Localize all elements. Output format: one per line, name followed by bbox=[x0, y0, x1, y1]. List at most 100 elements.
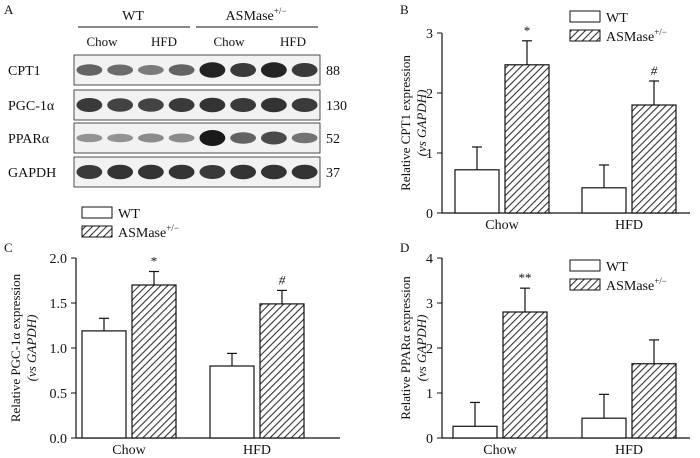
bar-asmase bbox=[131, 284, 177, 439]
panel-letter-b: B bbox=[400, 2, 409, 17]
legend-swatch bbox=[569, 29, 601, 42]
legend-swatch bbox=[569, 10, 601, 23]
y-tick-label: 2 bbox=[426, 342, 433, 357]
y-tick-label: 0.5 bbox=[50, 387, 68, 402]
bar-wt bbox=[452, 425, 498, 439]
blot-band bbox=[137, 98, 164, 112]
bar-wt bbox=[81, 330, 127, 439]
blot-group-asmase: ASMase+/− bbox=[226, 6, 287, 24]
blot-protein-label: PPARα bbox=[8, 132, 50, 147]
blot-band bbox=[107, 64, 134, 76]
legend-label: ASMase+/− bbox=[118, 223, 179, 241]
y-tick-label: 2 bbox=[426, 87, 433, 102]
blot-band bbox=[291, 164, 318, 180]
blot-band bbox=[107, 133, 134, 143]
blot-band bbox=[107, 164, 134, 180]
legend-swatch bbox=[569, 259, 601, 272]
y-tick-label: 0.0 bbox=[50, 432, 68, 447]
y-tick-label: 4 bbox=[426, 252, 433, 267]
y-tick-label: 0 bbox=[426, 207, 433, 222]
bar-wt bbox=[454, 169, 500, 214]
blot-band bbox=[260, 131, 287, 145]
x-category-label: HFD bbox=[243, 443, 271, 458]
panel-letter-c: C bbox=[4, 240, 13, 255]
blot-kda-label: 88 bbox=[326, 64, 340, 79]
legend-label: WT bbox=[118, 207, 140, 222]
bar-chart-c: 0.0 0.5 1.0 1.5 2.0 Relative PGC-1α expressio… bbox=[8, 206, 340, 458]
blot-diet-label: Chow bbox=[86, 34, 118, 49]
y-tick-label: 1.5 bbox=[50, 297, 68, 312]
blot-band bbox=[137, 65, 164, 75]
bar-wt bbox=[581, 417, 627, 439]
blot-group-wt: WT bbox=[122, 9, 144, 24]
bar-chart-d: 0 1 2 3 4 Relative PPARα expression(vs GAPDH)… bbox=[398, 252, 690, 458]
blot-band bbox=[199, 130, 226, 146]
significance-mark: * bbox=[524, 23, 531, 38]
blot-band bbox=[230, 132, 257, 144]
blot-band bbox=[291, 63, 318, 77]
blot-band bbox=[260, 164, 287, 180]
x-category-label: HFD bbox=[615, 443, 643, 458]
y-tick-label: 1 bbox=[426, 147, 433, 162]
western-blot-panel: WT ASMase+/− Chow HFD Chow HFD CPT1 88 PGC-1α… bbox=[8, 6, 347, 188]
blot-diet-label: Chow bbox=[213, 34, 245, 49]
blot-band bbox=[168, 133, 195, 143]
blot-band bbox=[76, 165, 103, 179]
blot-band bbox=[107, 98, 134, 112]
blot-band bbox=[137, 133, 164, 143]
legend-label: WT bbox=[606, 11, 628, 26]
x-category-label: Chow bbox=[112, 443, 146, 458]
bar-asmase bbox=[259, 303, 305, 439]
bar-asmase bbox=[504, 64, 550, 214]
legend-swatch bbox=[81, 225, 113, 238]
blot-band bbox=[291, 132, 318, 144]
y-tick-label: 3 bbox=[426, 27, 433, 42]
panel-letter-d: D bbox=[400, 240, 409, 255]
blot-band bbox=[230, 98, 257, 112]
blot-band bbox=[260, 62, 287, 78]
bar-asmase bbox=[631, 104, 677, 214]
bar-wt bbox=[581, 187, 627, 214]
blot-kda-label: 52 bbox=[326, 132, 340, 147]
blot-band bbox=[199, 62, 226, 78]
blot-diet-label: HFD bbox=[151, 34, 177, 49]
y-axis-label: Relative CPT1 expression(vs GAPDH) bbox=[398, 55, 429, 191]
x-category-label: Chow bbox=[483, 443, 517, 458]
blot-protein-label: CPT1 bbox=[8, 64, 41, 79]
blot-band bbox=[230, 63, 257, 77]
blot-diet-label: HFD bbox=[280, 34, 306, 49]
legend-swatch bbox=[569, 278, 601, 291]
y-tick-label: 2.0 bbox=[50, 252, 68, 267]
blot-band bbox=[199, 165, 226, 179]
legend-label: ASMase+/− bbox=[606, 276, 667, 294]
bar-chart-b: 0 1 2 3 Relative CPT1 expression(vs GAPDH) * C… bbox=[398, 10, 690, 233]
legend-label: WT bbox=[606, 260, 628, 275]
blot-band bbox=[168, 98, 195, 112]
y-tick-label: 1 bbox=[426, 387, 433, 402]
blot-protein-label: GAPDH bbox=[8, 166, 56, 181]
blot-kda-label: 130 bbox=[326, 99, 347, 114]
blot-band bbox=[199, 97, 226, 113]
y-axis-label: Relative PGC-1α expression(vs GAPDH) bbox=[8, 273, 39, 422]
blot-band bbox=[291, 98, 318, 112]
x-category-label: Chow bbox=[485, 218, 519, 233]
bar-asmase bbox=[502, 311, 548, 439]
blot-band bbox=[168, 64, 195, 76]
legend-swatch bbox=[81, 206, 113, 219]
significance-mark: * bbox=[151, 254, 158, 269]
legend-label: ASMase+/− bbox=[606, 27, 667, 45]
bar-asmase bbox=[631, 363, 677, 439]
panel-letter-a: A bbox=[4, 2, 14, 17]
y-tick-label: 3 bbox=[426, 297, 433, 312]
significance-mark: ** bbox=[519, 270, 532, 285]
blot-kda-label: 37 bbox=[326, 166, 340, 181]
blot-band bbox=[76, 64, 103, 76]
significance-mark: # bbox=[279, 272, 286, 287]
blot-band bbox=[76, 133, 103, 143]
blot-protein-label: PGC-1α bbox=[8, 99, 55, 114]
blot-band bbox=[230, 164, 257, 180]
y-axis-label: Relative PPARα expression(vs GAPDH) bbox=[398, 276, 429, 420]
